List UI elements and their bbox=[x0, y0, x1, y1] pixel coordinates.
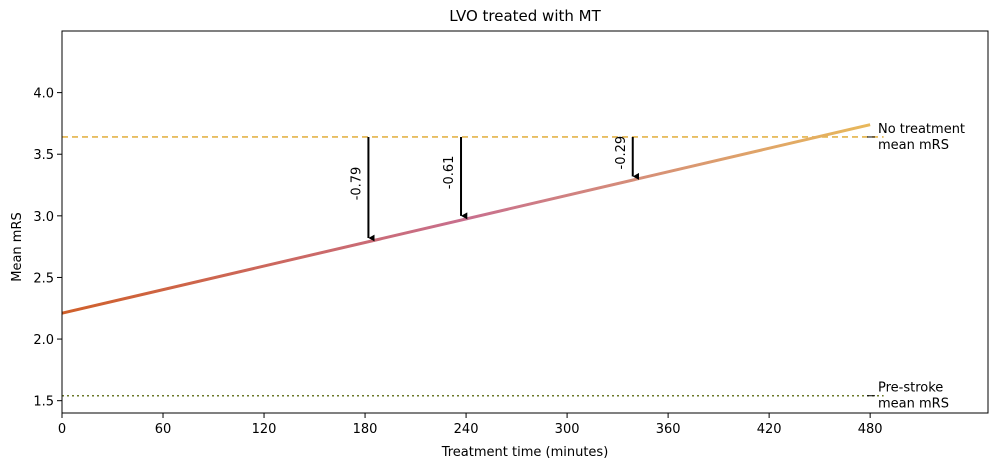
series-line-mean-mrs bbox=[61, 123, 871, 315]
reference-label-line: No treatment bbox=[878, 122, 965, 137]
x-tick-label: 480 bbox=[858, 422, 883, 437]
y-axis-ticks: 1.5 2.0 2.5 3.0 3.5 4.0 bbox=[33, 87, 62, 410]
reference-label-line: mean mRS bbox=[878, 397, 949, 412]
y-tick-label: 1.5 bbox=[33, 395, 54, 410]
series-group bbox=[61, 123, 871, 315]
plot-area-frame bbox=[61, 30, 989, 414]
y-axis-label: Mean mRS bbox=[10, 212, 25, 282]
x-tick-label: 240 bbox=[454, 422, 479, 437]
treatment-effect-label: -0.79 bbox=[349, 167, 364, 201]
x-axis-label: Treatment time (minutes) bbox=[441, 445, 609, 460]
y-tick-label: 3.0 bbox=[33, 210, 54, 225]
y-tick-label: 2.0 bbox=[33, 333, 54, 348]
y-tick-label: 2.5 bbox=[33, 271, 54, 286]
reference-label-line: Pre-stroke bbox=[878, 381, 943, 396]
treatment-effect-label: -0.61 bbox=[442, 156, 457, 190]
x-tick-label: 60 bbox=[155, 422, 172, 437]
y-tick-label: 4.0 bbox=[33, 87, 54, 102]
x-tick-label: 420 bbox=[757, 422, 782, 437]
x-tick-label: 360 bbox=[656, 422, 681, 437]
y-tick-label: 3.5 bbox=[33, 148, 54, 163]
x-tick-label: 0 bbox=[58, 422, 66, 437]
chart-title: LVO treated with MT bbox=[449, 7, 601, 25]
x-tick-label: 300 bbox=[555, 422, 580, 437]
x-axis-ticks: 0 60 120 180 240 300 360 420 480 bbox=[58, 413, 883, 437]
reference-label-line: mean mRS bbox=[878, 138, 949, 153]
treatment-effect-label: -0.29 bbox=[614, 136, 629, 170]
x-tick-label: 180 bbox=[353, 422, 378, 437]
x-tick-label: 120 bbox=[252, 422, 277, 437]
arrows-group: -0.79 -0.61 -0.29 bbox=[349, 136, 640, 242]
